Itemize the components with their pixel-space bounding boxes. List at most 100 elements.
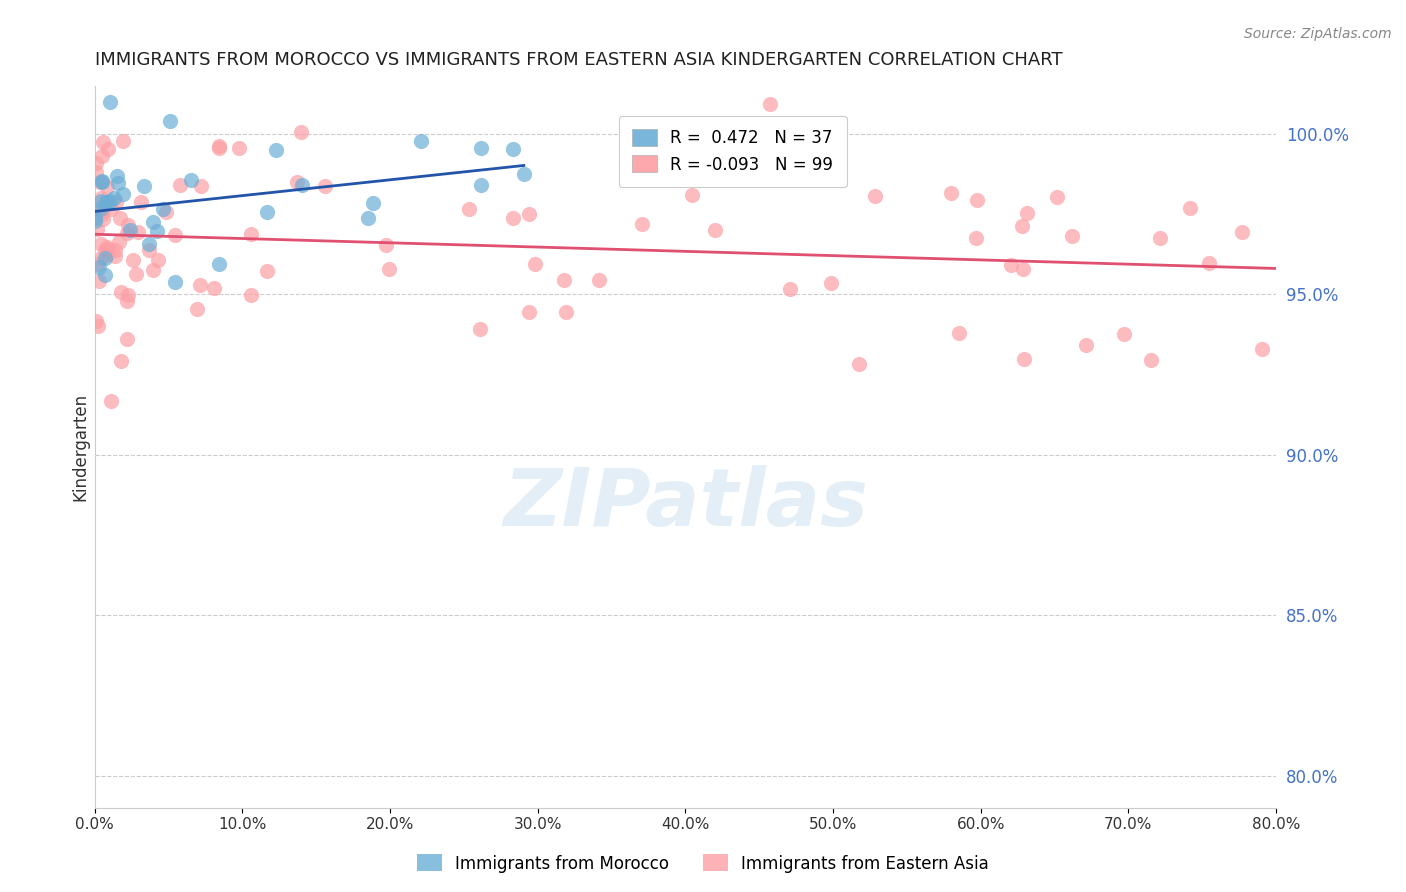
Point [409, 134, 432, 148]
Point [163, 275, 186, 289]
Point [1012, 351, 1035, 366]
Point [356, 211, 378, 225]
Point [1000, 258, 1022, 272]
Point [96, 180, 118, 194]
Point [142, 263, 165, 277]
Point [91, 212, 114, 227]
Point [86, 222, 108, 236]
Point [97, 247, 120, 261]
Point [94, 251, 117, 265]
Point [90, 194, 112, 208]
Point [127, 225, 149, 239]
Point [87, 260, 110, 274]
Point [704, 223, 727, 237]
Point [110, 285, 132, 299]
Point [1011, 219, 1033, 233]
Point [90, 251, 112, 265]
Point [163, 227, 186, 242]
Point [159, 114, 181, 128]
Point [90, 236, 112, 251]
Point [110, 211, 132, 225]
Point [111, 134, 134, 148]
Point [188, 278, 211, 293]
Point [966, 193, 988, 207]
Point [1149, 231, 1171, 245]
Point [502, 211, 524, 226]
Point [91, 136, 114, 150]
Point [97, 243, 120, 257]
Point [91, 175, 114, 189]
Point [208, 141, 231, 155]
Point [86, 165, 108, 179]
Point [97, 142, 120, 156]
Point [186, 302, 208, 317]
Point [208, 139, 231, 153]
Point [112, 186, 135, 201]
Point [90, 149, 112, 163]
Point [470, 141, 492, 155]
Point [1140, 352, 1163, 367]
Point [124, 268, 146, 282]
Point [264, 143, 287, 157]
Point [117, 218, 139, 232]
Point [117, 288, 139, 302]
Point [180, 173, 202, 187]
Point [631, 217, 654, 231]
Point [208, 257, 231, 271]
Point [108, 235, 131, 249]
Point [138, 243, 160, 257]
Point [169, 178, 191, 193]
Point [94, 268, 117, 282]
Point [90, 191, 112, 205]
Point [291, 178, 314, 192]
Point [98, 194, 121, 208]
Point [94, 244, 117, 258]
Point [115, 332, 138, 346]
Point [105, 195, 128, 210]
Point [152, 202, 174, 216]
Point [468, 322, 491, 336]
Point [107, 176, 129, 190]
Point [117, 293, 139, 308]
Text: Source: ZipAtlas.com: Source: ZipAtlas.com [1244, 27, 1392, 41]
Point [100, 202, 122, 216]
Point [377, 262, 399, 277]
Point [553, 273, 575, 287]
Point [779, 282, 801, 296]
Point [502, 142, 524, 156]
Point [90, 173, 112, 187]
Legend: Immigrants from Morocco, Immigrants from Eastern Asia: Immigrants from Morocco, Immigrants from… [411, 847, 995, 880]
Point [131, 194, 153, 209]
Point [524, 257, 547, 271]
Point [256, 204, 278, 219]
Point [517, 305, 540, 319]
Point [863, 189, 886, 203]
Point [118, 222, 141, 236]
Point [100, 394, 122, 409]
Point [96, 194, 118, 209]
Point [84, 156, 107, 170]
Point [190, 179, 212, 194]
Point [1060, 228, 1083, 243]
Point [84, 314, 107, 328]
Point [202, 281, 225, 295]
Point [941, 186, 963, 200]
Legend: R =  0.472   N = 37, R = -0.093   N = 99: R = 0.472 N = 37, R = -0.093 N = 99 [619, 115, 846, 186]
Point [1011, 262, 1033, 277]
Point [98, 95, 121, 109]
Point [1232, 225, 1254, 239]
Text: ZIPatlas: ZIPatlas [503, 466, 868, 543]
Point [110, 354, 132, 368]
Point [1015, 206, 1038, 220]
Point [155, 205, 177, 219]
Point [146, 224, 169, 238]
Point [290, 125, 312, 139]
Point [138, 236, 160, 251]
Point [681, 188, 703, 202]
Point [91, 207, 114, 221]
Point [1114, 327, 1136, 342]
Point [239, 288, 262, 302]
Point [517, 207, 540, 221]
Point [1250, 342, 1272, 356]
Point [470, 178, 492, 192]
